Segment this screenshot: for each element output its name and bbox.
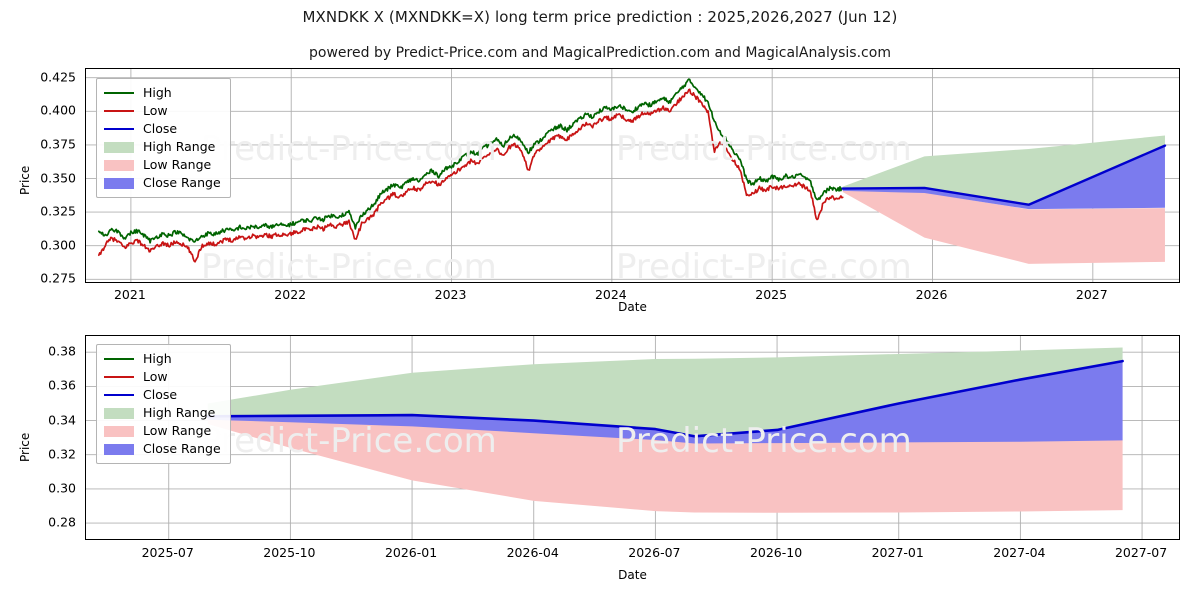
overview-legend: High Low Close High Range Low Range Close Ran… (96, 78, 231, 198)
legend-item: Low Range (104, 422, 221, 440)
legend-line-swatch (104, 371, 134, 383)
x-tick-label: 2026 (915, 287, 948, 302)
legend-item: Close Range (104, 440, 221, 458)
low-series-line (97, 88, 844, 263)
forecast-x-axis-label: Date (618, 568, 647, 582)
x-tick-label: 2026-04 (506, 545, 559, 560)
legend-label: Close Range (143, 175, 221, 190)
y-tick-label: 0.34 (48, 412, 76, 428)
page-title: MXNDKK X (MXNDKK=X) long term price pred… (302, 8, 898, 26)
legend-label: High (143, 85, 172, 100)
legend-item: Close (104, 120, 221, 138)
x-tick-label: 2025-07 (141, 545, 194, 560)
x-tick-label: 2026-10 (749, 545, 803, 560)
x-tick-label: 2021 (113, 287, 146, 302)
x-tick-label: 2027 (1075, 287, 1108, 302)
x-tick-label: 2025-10 (263, 545, 316, 560)
x-tick-label: 2026-01 (384, 545, 438, 560)
legend-label: High Range (143, 405, 216, 420)
y-tick-label: 0.325 (40, 203, 76, 219)
overview-x-axis-label: Date (618, 300, 647, 314)
close-forecast-line (206, 359, 1124, 438)
x-tick-label: 2023 (434, 287, 467, 302)
y-tick-label: 0.275 (40, 270, 76, 286)
legend-patch-swatch (104, 159, 134, 171)
legend-item: Low (104, 102, 221, 120)
x-tick-label: 2027-07 (1114, 545, 1168, 560)
legend-patch-swatch (104, 407, 134, 419)
legend-item: Close (104, 386, 221, 404)
close-forecast-line (841, 144, 1167, 206)
y-tick-label: 0.28 (48, 514, 76, 530)
x-tick-label: 2027-04 (993, 545, 1046, 560)
legend-patch-swatch (104, 443, 134, 455)
y-tick-label: 0.36 (48, 377, 76, 393)
legend-item: High (104, 350, 221, 368)
legend-label: Close Range (143, 441, 221, 456)
forecast-plot-area: Predict-Price.com Predict-Price.com (85, 335, 1180, 540)
legend-line-swatch (104, 87, 134, 99)
legend-label: Close (143, 387, 178, 402)
legend-item: Close Range (104, 174, 221, 192)
forecast-legend: High Low Close High Range Low Range Close Ran… (96, 344, 231, 464)
y-tick-label: 0.350 (40, 170, 76, 186)
y-tick-label: 0.300 (40, 237, 76, 253)
legend-item: High Range (104, 404, 221, 422)
legend-line-swatch (104, 105, 134, 117)
legend-label: Low (143, 103, 168, 118)
legend-item: Low (104, 368, 221, 386)
y-tick-label: 0.425 (40, 69, 76, 85)
high-series-line (97, 78, 844, 244)
legend-patch-swatch (104, 425, 134, 437)
legend-label: Close (143, 121, 178, 136)
legend-item: High (104, 84, 221, 102)
legend-label: High Range (143, 139, 216, 154)
legend-label: Low Range (143, 157, 212, 172)
legend-line-swatch (104, 123, 134, 135)
close-range-band (207, 360, 1123, 444)
x-tick-label: 2026-07 (628, 545, 681, 560)
y-tick-label: 0.400 (40, 102, 76, 118)
low-range-band (842, 189, 1165, 264)
x-tick-label: 2022 (274, 287, 307, 302)
y-tick-label: 0.375 (40, 136, 76, 152)
legend-patch-swatch (104, 141, 134, 153)
y-tick-label: 0.30 (48, 480, 76, 496)
legend-label: High (143, 351, 172, 366)
legend-line-swatch (104, 389, 134, 401)
legend-patch-swatch (104, 177, 134, 189)
x-tick-label: 2025 (755, 287, 788, 302)
close-range-band (842, 145, 1165, 210)
legend-label: Low Range (143, 423, 212, 438)
legend-item: Low Range (104, 156, 221, 174)
y-tick-label: 0.38 (48, 343, 76, 359)
legend-label: Low (143, 369, 168, 384)
page-subtitle: powered by Predict-Price.com and Magical… (309, 45, 891, 61)
legend-item: High Range (104, 138, 221, 156)
legend-line-swatch (104, 353, 134, 365)
x-tick-label: 2024 (594, 287, 627, 302)
y-tick-label: 0.32 (48, 446, 76, 462)
x-tick-label: 2027-01 (871, 545, 924, 560)
